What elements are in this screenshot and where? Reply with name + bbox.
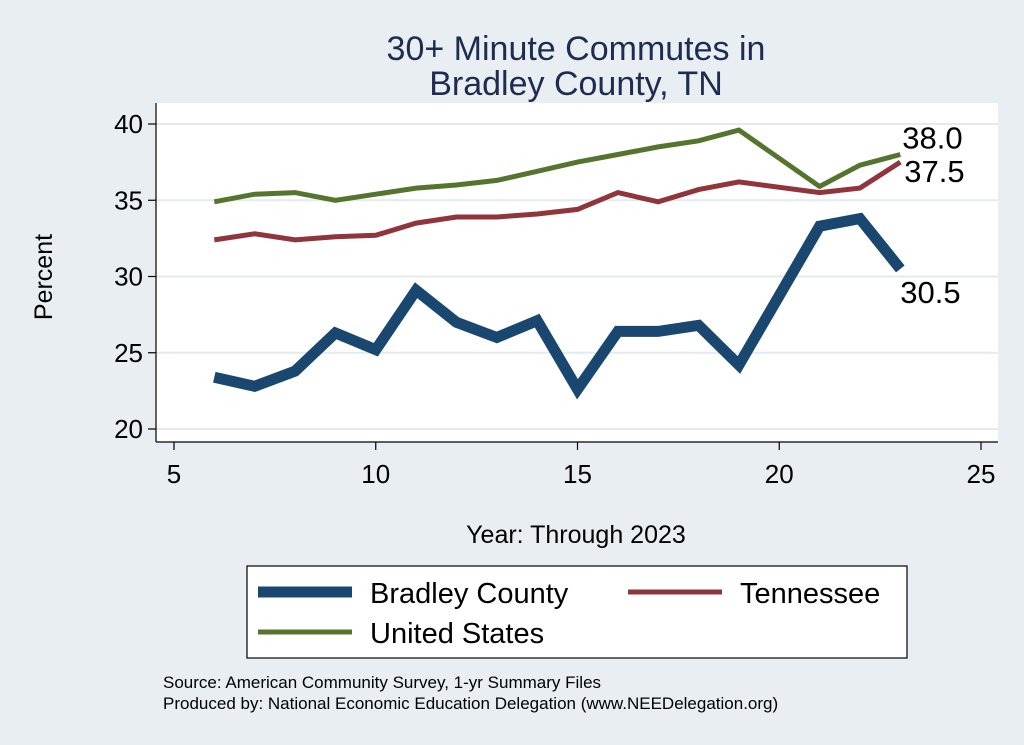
x-tick-label: 15 — [563, 459, 592, 489]
legend-label-united-states: United States — [370, 618, 544, 650]
legend-box — [246, 565, 908, 659]
x-tick-label: 20 — [765, 459, 794, 489]
series-line-united-states — [213, 127, 901, 205]
x-axis-ticks: 5 10 15 20 25 — [167, 442, 996, 489]
y-axis-ticks: 20 25 30 35 40 — [114, 109, 156, 444]
x-tick-label: 5 — [167, 459, 181, 489]
series-layer — [213, 127, 905, 400]
series-line-bradley-county — [213, 212, 905, 400]
y-tick-label: 35 — [114, 185, 143, 215]
y-tick-label: 40 — [114, 109, 143, 139]
chart-title-line-2: Bradley County, TN — [429, 65, 723, 103]
legend-label-bradley-county: Bradley County — [370, 578, 569, 610]
end-label-bradley-county: 30.5 — [900, 275, 960, 310]
y-tick-label: 25 — [114, 338, 143, 368]
x-tick-label: 25 — [967, 459, 996, 489]
chart-title-line-1: 30+ Minute Commutes in — [387, 30, 766, 68]
y-tick-label: 20 — [114, 414, 143, 444]
end-label-tennessee: 37.5 — [904, 154, 964, 189]
end-labels: 30.5 37.538.0 — [900, 121, 964, 310]
gridlines — [156, 123, 998, 430]
y-axis-title: Percent — [30, 234, 58, 320]
source-note: Source: American Community Survey, 1-yr … — [163, 673, 601, 692]
end-label-united-states: 38.0 — [902, 121, 962, 156]
legend-label-tennessee: Tennessee — [740, 578, 880, 610]
x-axis-title: Year: Through 2023 — [466, 521, 686, 549]
y-tick-label: 30 — [114, 262, 143, 292]
produced-by-note: Produced by: National Economic Education… — [163, 694, 778, 713]
x-tick-label: 10 — [361, 459, 390, 489]
series-line-tennessee — [213, 159, 902, 243]
